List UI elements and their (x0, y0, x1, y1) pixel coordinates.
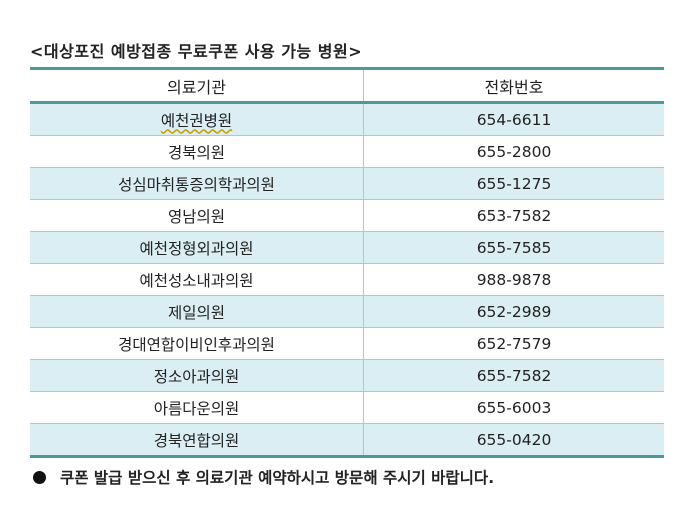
hospital-table: 의료기관 전화번호 예천권병원 654-6611 경북의원 655-2800 성… (30, 67, 664, 458)
table-row: 예천성소내과의원 988-9878 (30, 263, 664, 296)
phone-number: 655-7582 (363, 359, 664, 392)
institution-name: 아름다운의원 (30, 391, 364, 424)
institution-name: 경대연합이비인후과의원 (30, 327, 364, 360)
phone-number: 654-6611 (363, 102, 664, 136)
phone-number: 652-2989 (363, 295, 664, 328)
footnote: 쿠폰 발급 받으신 후 의료기관 예약하시고 방문해 주시기 바랍니다. (33, 466, 494, 488)
table-row: 경북의원 655-2800 (30, 135, 664, 168)
header-phone: 전화번호 (363, 68, 664, 103)
table-row: 아름다운의원 655-6003 (30, 391, 664, 424)
hospital-table-container: 의료기관 전화번호 예천권병원 654-6611 경북의원 655-2800 성… (30, 67, 664, 458)
document-title: <대상포진 예방접종 무료쿠폰 사용 가능 병원> (30, 42, 363, 61)
institution-name: 성심마취통증의학과의원 (30, 167, 364, 200)
institution-name: 예천성소내과의원 (30, 263, 364, 296)
table-row: 제일의원 652-2989 (30, 295, 664, 328)
institution-name: 예천정형외과의원 (30, 231, 364, 264)
institution-name-text: 예천권병원 (160, 111, 233, 130)
institution-name: 경북의원 (30, 135, 364, 168)
institution-name: 경북연합의원 (30, 423, 364, 458)
table-header: 의료기관 전화번호 (30, 68, 664, 103)
bullet-icon (33, 470, 46, 484)
table-body: 예천권병원 654-6611 경북의원 655-2800 성심마취통증의학과의원… (30, 102, 664, 458)
institution-name: 예천권병원 (30, 102, 364, 136)
institution-name: 제일의원 (30, 295, 364, 328)
table-row: 경북연합의원 655-0420 (30, 423, 664, 458)
header-row: 의료기관 전화번호 (30, 68, 664, 103)
table-row: 정소아과의원 655-7582 (30, 359, 664, 392)
institution-name: 영남의원 (30, 199, 364, 232)
phone-number: 655-7585 (363, 231, 664, 264)
table-row: 예천정형외과의원 655-7585 (30, 231, 664, 264)
phone-number: 655-2800 (363, 135, 664, 168)
table-row: 성심마취통증의학과의원 655-1275 (30, 167, 664, 200)
institution-name: 정소아과의원 (30, 359, 364, 392)
phone-number: 655-6003 (363, 391, 664, 424)
phone-number: 988-9878 (363, 263, 664, 296)
header-institution: 의료기관 (30, 68, 364, 103)
phone-number: 652-7579 (363, 327, 664, 360)
table-row: 예천권병원 654-6611 (30, 102, 664, 136)
phone-number: 653-7582 (363, 199, 664, 232)
phone-number: 655-0420 (363, 423, 664, 458)
footnote-text: 쿠폰 발급 받으신 후 의료기관 예약하시고 방문해 주시기 바랍니다. (60, 469, 495, 487)
phone-number: 655-1275 (363, 167, 664, 200)
table-row: 경대연합이비인후과의원 652-7579 (30, 327, 664, 360)
table-row: 영남의원 653-7582 (30, 199, 664, 232)
